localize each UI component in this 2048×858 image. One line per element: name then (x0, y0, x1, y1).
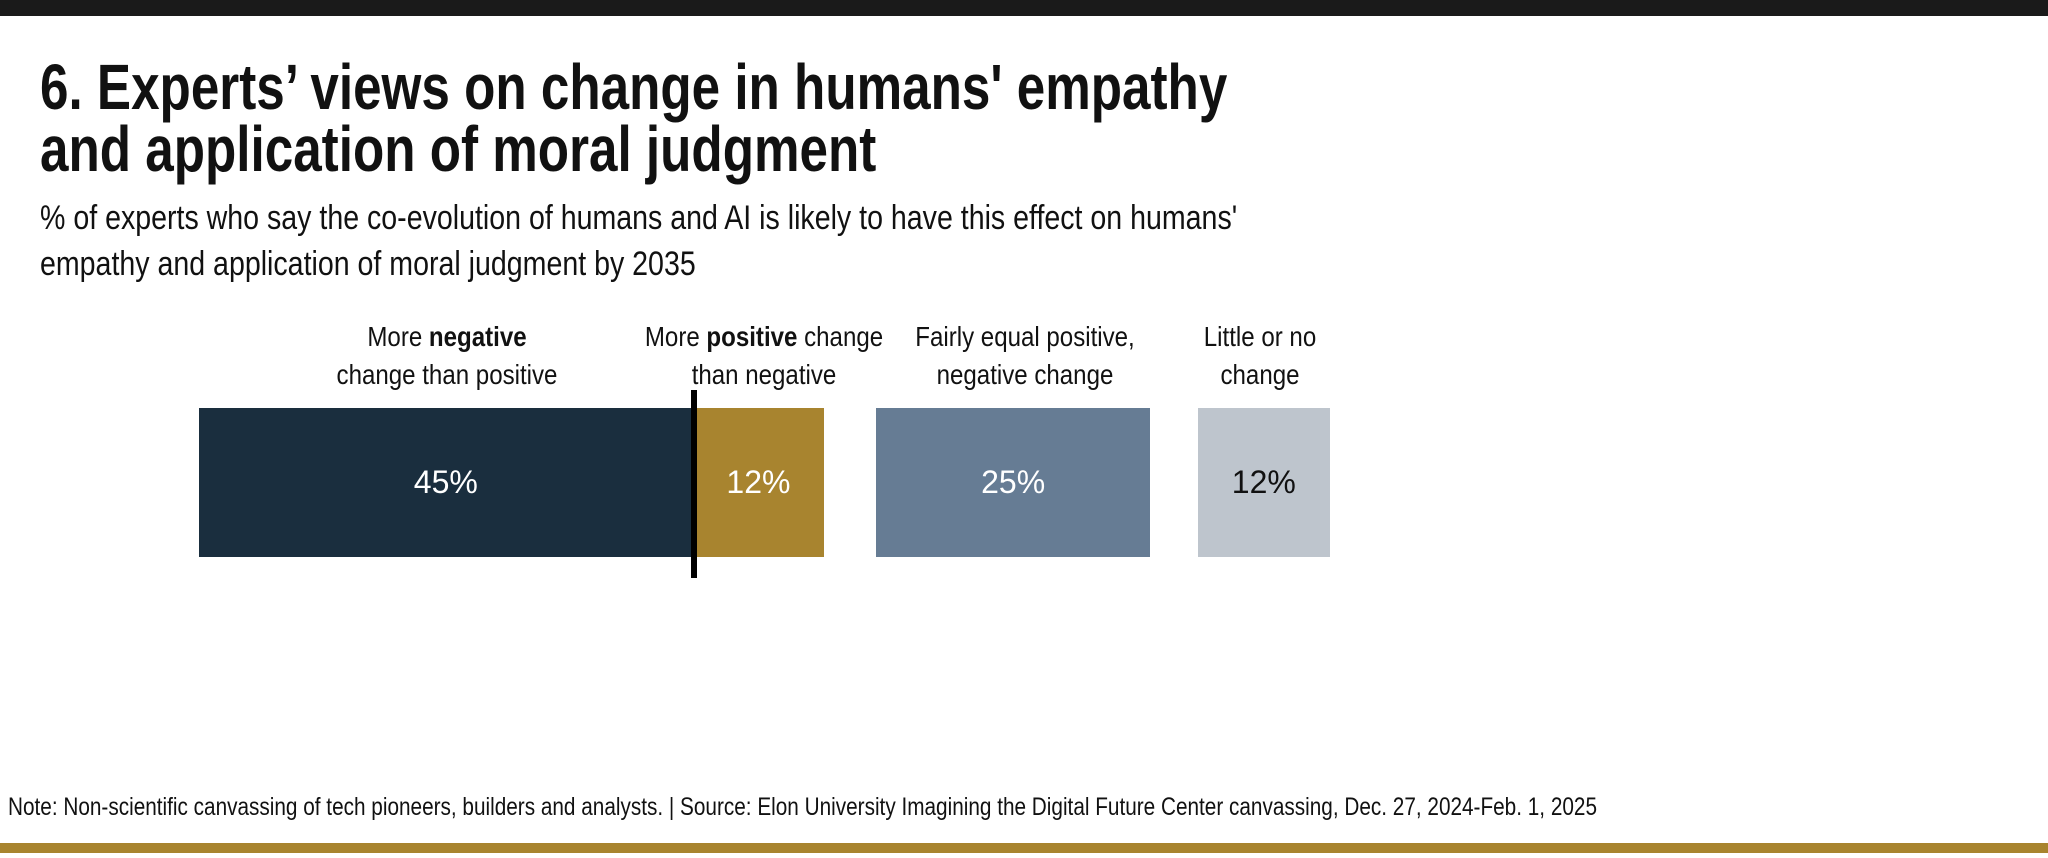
bar-4: 12% (1198, 408, 1330, 557)
top-rule (0, 0, 2048, 16)
category-label-text: positive (706, 321, 798, 352)
data-label: 25% (981, 464, 1046, 500)
negative-positive-divider (691, 390, 697, 578)
category-label-line-2: than negative (691, 359, 837, 390)
category-label-line-2: negative change (936, 359, 1114, 390)
category-label-1: More negative change than positive (337, 318, 558, 394)
category-label-line-2: change than positive (336, 359, 558, 390)
category-label-4: Little or no change (1204, 318, 1316, 394)
category-label-text: More (644, 321, 707, 352)
category-label-text: negative (428, 321, 527, 352)
bottom-rule (0, 843, 2048, 853)
data-label: 12% (1231, 464, 1296, 500)
category-label-text: More (367, 321, 429, 352)
data-label: 12% (726, 464, 791, 500)
category-label-3: Fairly equal positive, negative change (915, 318, 1135, 394)
chart-subtitle-line-1: % of experts who say the co-evolution of… (40, 199, 1238, 237)
source-note: Note: Non-scientific canvassing of tech … (8, 793, 1597, 821)
bar-1: 45% (199, 408, 693, 557)
bar-3: 25% (876, 408, 1151, 557)
chart-title-line-2: and application of moral judgment (40, 113, 877, 185)
category-label-2: More positive change than negative (645, 318, 883, 394)
data-label: 45% (413, 464, 478, 500)
chart-title-line-1: 6. Experts’ views on change in humans' e… (40, 51, 1228, 123)
chart-subtitle-line-2: empathy and application of moral judgmen… (40, 245, 696, 283)
category-label-text: change (797, 321, 884, 352)
category-label-line-2: change (1220, 359, 1300, 390)
bar-2: 12% (692, 408, 825, 557)
category-label-text: Fairly equal positive, (915, 321, 1135, 352)
category-label-text: Little or no (1203, 321, 1317, 352)
